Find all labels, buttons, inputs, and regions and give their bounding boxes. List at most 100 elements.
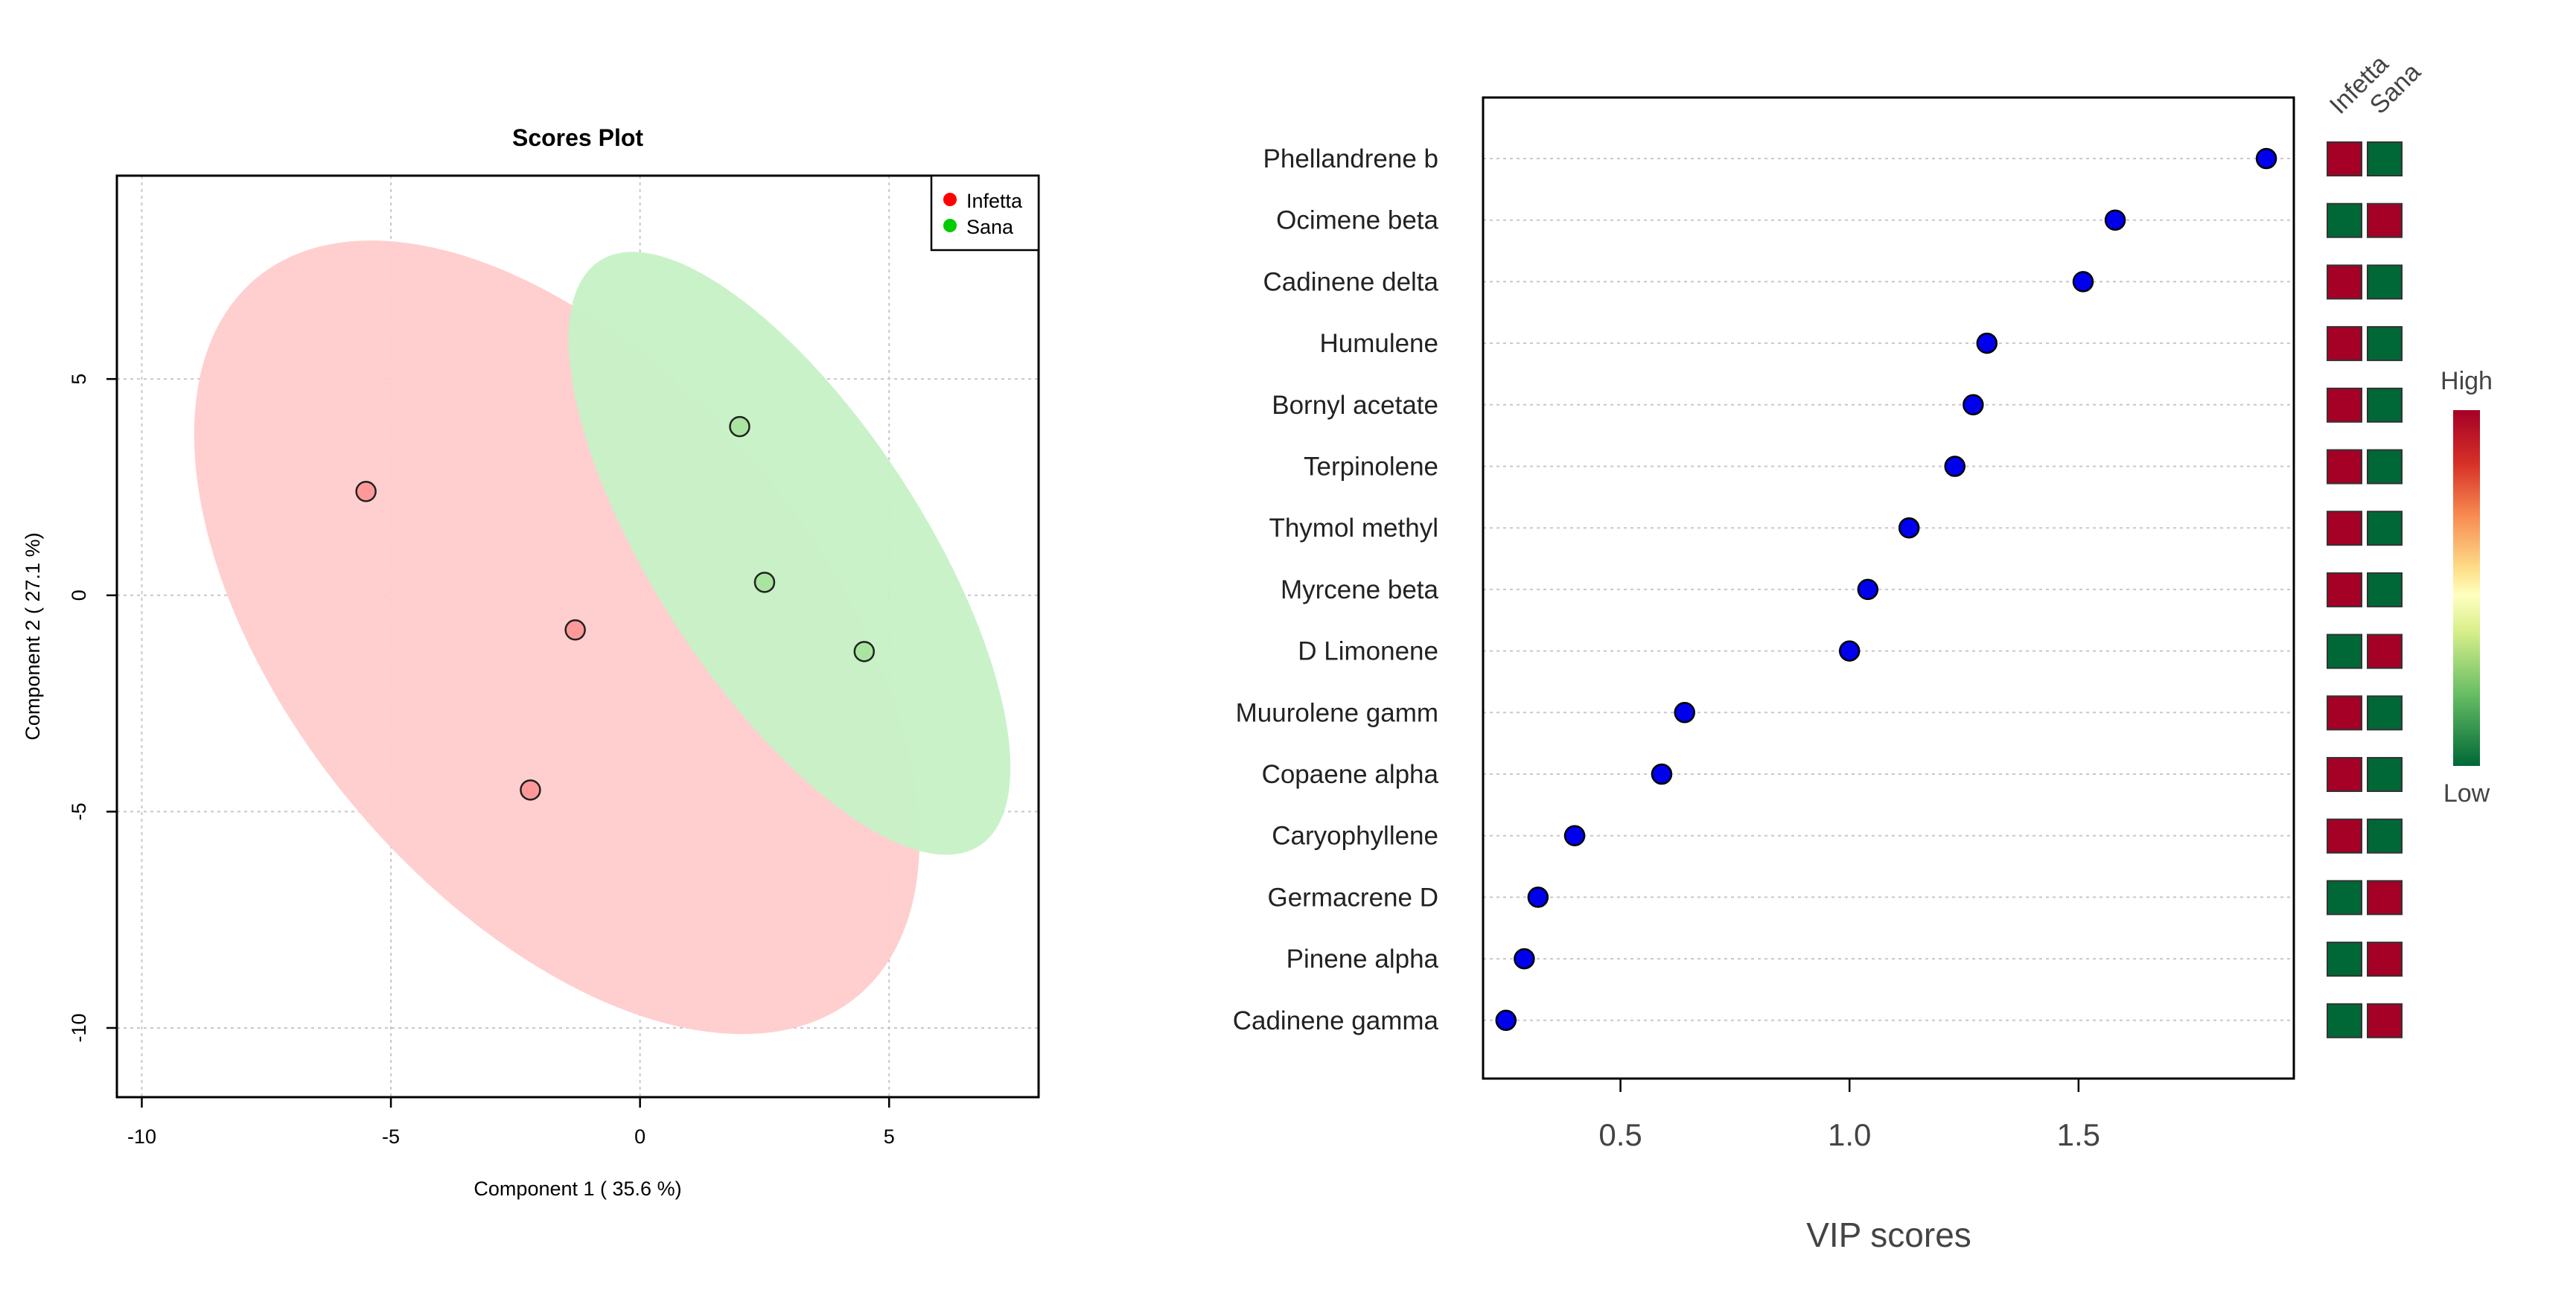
vip-points — [1495, 147, 2277, 1032]
vip-feature-label: Ocimene beta — [1276, 206, 1438, 235]
heatmap-cell-sana — [2367, 449, 2403, 485]
scores-y-axis: -10 -5 0 5 — [68, 374, 117, 1043]
scores-x-tick-label: -10 — [127, 1125, 156, 1148]
vip-point — [2255, 147, 2277, 170]
scores-y-tick-label: -10 — [68, 1013, 90, 1042]
heatmap-cell-infetta — [2327, 818, 2362, 854]
heatmap-cell-sana — [2367, 1003, 2403, 1038]
colorbar-gradient — [2453, 410, 2480, 766]
colorbar: High Low — [2440, 367, 2493, 808]
vip-x-tick-label: 1.5 — [2057, 1117, 2100, 1152]
vip-feature-label: Cadinene delta — [1263, 267, 1439, 296]
vip-point — [1527, 887, 1549, 908]
vip-feature-label: Terpinolene — [1304, 453, 1438, 482]
heatmap-cell-sana — [2367, 264, 2403, 300]
scores-x-axis: -10 -5 0 5 — [127, 1096, 895, 1148]
confidence-ellipse-sana — [568, 252, 1011, 855]
heatmap-cell-infetta — [2327, 572, 2362, 607]
heatmap-cell-sana — [2367, 880, 2403, 916]
vip-feature-label: Muurolene gamm — [1236, 698, 1438, 727]
vip-feature-label: Germacrene D — [1267, 883, 1438, 912]
heatmap-cell-infetta — [2327, 942, 2362, 977]
vip-x-tick-label: 1.0 — [1828, 1117, 1871, 1152]
scores-plot-title: Scores Plot — [512, 124, 643, 151]
heatmap-cell-infetta — [2327, 511, 2362, 546]
vip-feature-label: Humulene — [1319, 329, 1438, 358]
legend-marker-infetta — [943, 193, 957, 206]
vip-feature-label: Caryophyllene — [1272, 822, 1438, 851]
vip-point — [1514, 948, 1535, 970]
vip-point — [2104, 209, 2126, 231]
score-point-sana — [729, 415, 750, 438]
heatmap-cell-infetta — [2327, 387, 2362, 423]
vip-gridlines — [1483, 158, 2294, 1021]
scores-y-tick-label: 5 — [68, 374, 90, 385]
vip-feature-labels: Phellandrene b Ocimene beta Cadinene delta… — [1233, 144, 1439, 1035]
heatmap-cell-sana — [2367, 141, 2403, 176]
vip-x-axis-label: VIP scores — [1806, 1216, 1971, 1254]
vip-heatmap — [2327, 141, 2403, 1038]
vip-point — [1963, 394, 1984, 416]
heatmap-cell-sana — [2367, 695, 2403, 731]
heatmap-cell-infetta — [2327, 264, 2362, 300]
score-point-infetta — [355, 481, 377, 502]
heatmap-cell-infetta — [2327, 141, 2362, 176]
vip-point — [2072, 271, 2094, 293]
heatmap-cell-sana — [2367, 326, 2403, 362]
vip-point — [1838, 640, 1861, 662]
heatmap-cell-infetta — [2327, 449, 2362, 485]
scores-x-tick-label: -5 — [382, 1125, 400, 1148]
heatmap-cell-sana — [2367, 572, 2403, 607]
scores-y-axis-label: Component 2 ( 27.1 %) — [22, 532, 44, 740]
scores-plot-panel: Scores Plot -10 -5 0 5 -10 -5 0 5 Component 1 … — [22, 124, 1040, 1200]
vip-point — [1857, 578, 1879, 601]
heatmap-cell-infetta — [2327, 695, 2362, 731]
legend-label-sana: Sana — [966, 216, 1014, 238]
legend-label-infetta: Infetta — [966, 190, 1023, 212]
heatmap-cell-sana — [2367, 511, 2403, 546]
scores-y-tick-label: -5 — [68, 802, 90, 820]
heatmap-cell-infetta — [2327, 880, 2362, 916]
vip-feature-label: Thymol methyl — [1269, 514, 1438, 543]
vip-point — [1898, 517, 1920, 539]
heatmap-cell-infetta — [2327, 1003, 2362, 1038]
heatmap-cell-infetta — [2327, 326, 2362, 362]
vip-point — [1674, 702, 1695, 724]
vip-point — [1976, 332, 1998, 354]
scores-legend: Infetta Sana — [930, 174, 1040, 252]
vip-feature-label: Copaene alpha — [1262, 760, 1439, 789]
scores-ellipses — [194, 240, 1011, 1035]
score-point-sana — [753, 572, 776, 593]
vip-feature-label: D Limonene — [1298, 637, 1438, 666]
score-point-sana — [853, 641, 876, 662]
vip-x-axis: 0.5 1.0 1.5 — [1598, 1077, 2100, 1152]
legend-box — [930, 174, 1040, 252]
vip-feature-label: Cadinene gamma — [1233, 1006, 1439, 1035]
scores-x-tick-label: 5 — [884, 1125, 895, 1148]
heatmap-cell-sana — [2367, 387, 2403, 423]
vip-feature-label: Pinene alpha — [1287, 945, 1439, 974]
vip-plot-frame — [1482, 96, 2295, 1080]
heatmap-cell-infetta — [2327, 757, 2362, 792]
heatmap-cell-infetta — [2327, 633, 2362, 669]
score-point-infetta — [564, 619, 586, 641]
vip-x-tick-label: 0.5 — [1598, 1117, 1642, 1152]
colorbar-low-label: Low — [2443, 779, 2490, 808]
vip-plot-panel: Phellandrene b Ocimene beta Cadinene delta… — [1233, 50, 2493, 1254]
heatmap-cell-sana — [2367, 633, 2403, 669]
scores-x-tick-label: 0 — [634, 1125, 645, 1148]
scores-points — [355, 415, 876, 801]
vip-point — [1651, 763, 1673, 785]
vip-feature-label: Phellandrene b — [1263, 144, 1438, 173]
vip-point — [1944, 456, 1966, 477]
heatmap-cell-infetta — [2327, 202, 2362, 238]
heatmap-cell-sana — [2367, 942, 2403, 977]
scores-y-tick-label: 0 — [68, 590, 90, 601]
vip-point — [1563, 825, 1586, 846]
heatmap-cell-sana — [2367, 757, 2403, 792]
colorbar-high-label: High — [2440, 367, 2493, 395]
vip-point — [1495, 1009, 1517, 1032]
scores-x-axis-label: Component 1 ( 35.6 %) — [474, 1178, 681, 1200]
heatmap-column-headers: Infetta Sana — [2324, 50, 2426, 120]
